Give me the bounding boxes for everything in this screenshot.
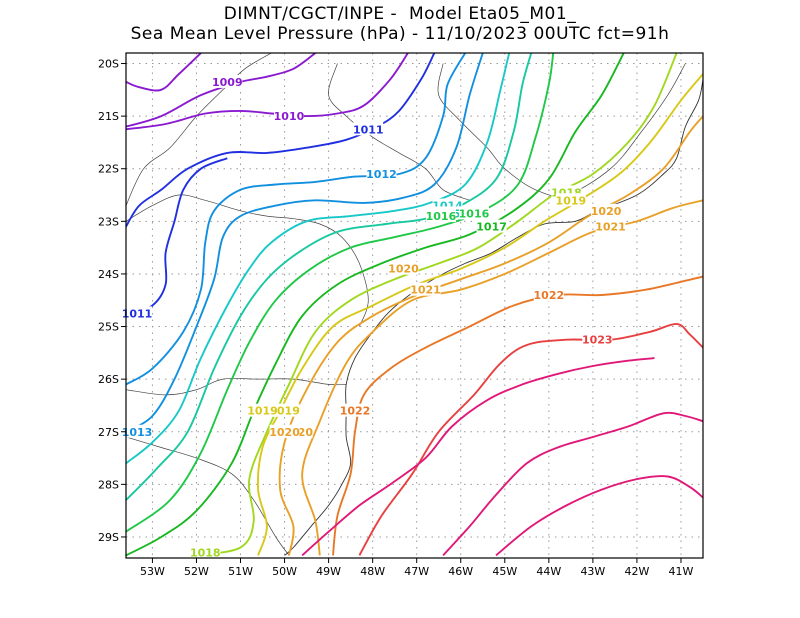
x-tick-label: 41W <box>669 565 694 578</box>
isobar-label: 1020 <box>269 426 300 439</box>
political-borders <box>126 53 686 556</box>
isobar-1025 <box>495 475 703 557</box>
isobar-1018 <box>196 53 678 557</box>
isobar-label-bg <box>595 219 626 233</box>
isobar-label: 1013 <box>122 426 153 439</box>
isobar-1022 <box>332 275 703 556</box>
x-tick-label: 45W <box>492 565 517 578</box>
x-tick-label: 52W <box>184 565 209 578</box>
isobar-label: 1017 <box>476 221 507 234</box>
isobar-1023 <box>358 322 703 556</box>
isobar-label: 1016 <box>459 207 490 220</box>
isobar-1017 <box>126 53 625 557</box>
isobar-label-bg <box>122 424 153 438</box>
title-line-2: Sea Mean Level Pressure (hPa) - 11/10/20… <box>130 24 670 44</box>
isobar-1016 <box>126 53 555 533</box>
y-tick-label: 21S <box>98 110 119 123</box>
isobar-label-bg <box>122 306 153 320</box>
x-tick-label: 50W <box>272 565 297 578</box>
isobar-label: 1023 <box>582 334 613 347</box>
x-tick-label: 49W <box>316 565 341 578</box>
state-border <box>437 63 686 197</box>
isobar-label: 1011 <box>122 307 153 320</box>
isobar-1012 <box>126 53 467 386</box>
isobar-label-bg <box>269 424 300 438</box>
isobar-label: 1019 <box>556 194 587 207</box>
isobar-label-bg <box>555 193 586 207</box>
isobar-label: 1020 <box>591 205 622 218</box>
isobar-label: 1019 <box>247 405 278 418</box>
isobar-label: 1010 <box>274 110 305 123</box>
x-tick-label: 53W <box>140 565 165 578</box>
grid-lines <box>126 53 703 558</box>
x-tick-label: 44W <box>536 565 561 578</box>
isobar-1011 <box>126 157 228 317</box>
isobar-1019 <box>256 73 703 556</box>
y-tick-label: 22S <box>98 163 119 176</box>
isobar-label: 1021 <box>595 221 626 234</box>
isobar-label: 1012 <box>366 168 397 181</box>
isobar-label: 1021 <box>410 284 441 297</box>
isobar-label-bg <box>458 206 489 220</box>
isobar-label-bg <box>425 209 456 223</box>
isobar-label-bg <box>190 545 221 559</box>
state-border <box>328 63 470 201</box>
plot-frame <box>125 52 704 559</box>
isobar-1010 <box>126 53 409 131</box>
isobar-label: 1009 <box>212 76 243 89</box>
isobar-1013 <box>126 53 484 433</box>
isobar-1024 <box>442 411 703 557</box>
y-tick-label: 20S <box>98 58 119 71</box>
isobar-label-bg <box>388 261 419 275</box>
y-tick-label: 25S <box>98 321 119 334</box>
state-border <box>126 436 290 556</box>
y-tick-label: 24S <box>98 268 119 281</box>
isobar-label-bg <box>273 109 304 123</box>
isobar-contours <box>126 53 703 557</box>
isobar-1024 <box>301 357 655 557</box>
isobar-label-bg <box>353 122 384 136</box>
isobar-label-bg <box>247 403 278 417</box>
y-tick-label: 23S <box>98 215 119 228</box>
isobar-label: 1020 <box>388 263 419 276</box>
state-border <box>126 194 369 327</box>
isobar-label-bg <box>533 287 564 301</box>
isobar-label-bg <box>366 166 397 180</box>
isobar-label-bg <box>476 219 507 233</box>
map-title: DIMNT/CGCT/INPE - Model Eta05_M01_ Sea M… <box>0 4 800 44</box>
x-tick-label: 46W <box>448 565 473 578</box>
isobar-1014 <box>126 53 511 465</box>
state-border <box>126 378 347 396</box>
y-tick-label: 28S <box>98 478 119 491</box>
state-border <box>126 53 272 206</box>
isobar-labels: 1009101010111011101210131014101510161017… <box>122 74 626 560</box>
isobar-label: 1018 <box>190 547 221 560</box>
isobar-1011 <box>126 53 436 228</box>
isobar-1009 <box>126 53 202 92</box>
isobar-label: 1022 <box>340 405 371 418</box>
y-tick-label: 29S <box>98 531 119 544</box>
isobar-1015 <box>126 53 533 501</box>
coastline <box>284 79 703 556</box>
x-tick-label: 43W <box>580 565 605 578</box>
title-line-1: DIMNT/CGCT/INPE - Model Eta05_M01_ <box>223 4 577 24</box>
y-tick-label: 27S <box>98 426 119 439</box>
y-tick-label: 26S <box>98 373 119 386</box>
isobar-label-bg <box>212 74 243 88</box>
isobar-label-bg <box>340 403 371 417</box>
isobar-label: 1011 <box>353 123 384 136</box>
x-axis-ticks: 53W 52W 51W 50W 49W 48W 47W 46W 45W 44W 43W 42W 41W <box>140 558 694 578</box>
isobar-label: 1016 <box>426 210 457 223</box>
y-axis-ticks: 20S 21S 22S 23S 24S 25S 26S 27S 28S 29S <box>98 58 126 544</box>
isobar-label-bg <box>591 203 622 217</box>
x-tick-label: 42W <box>624 565 649 578</box>
isobar-label: 1022 <box>534 289 565 302</box>
isobar-label-bg <box>410 282 441 296</box>
x-tick-label: 47W <box>404 565 429 578</box>
x-tick-label: 51W <box>228 565 253 578</box>
isobar-label-bg <box>582 332 613 346</box>
x-tick-label: 48W <box>360 565 385 578</box>
isobar-1020 <box>278 115 703 556</box>
